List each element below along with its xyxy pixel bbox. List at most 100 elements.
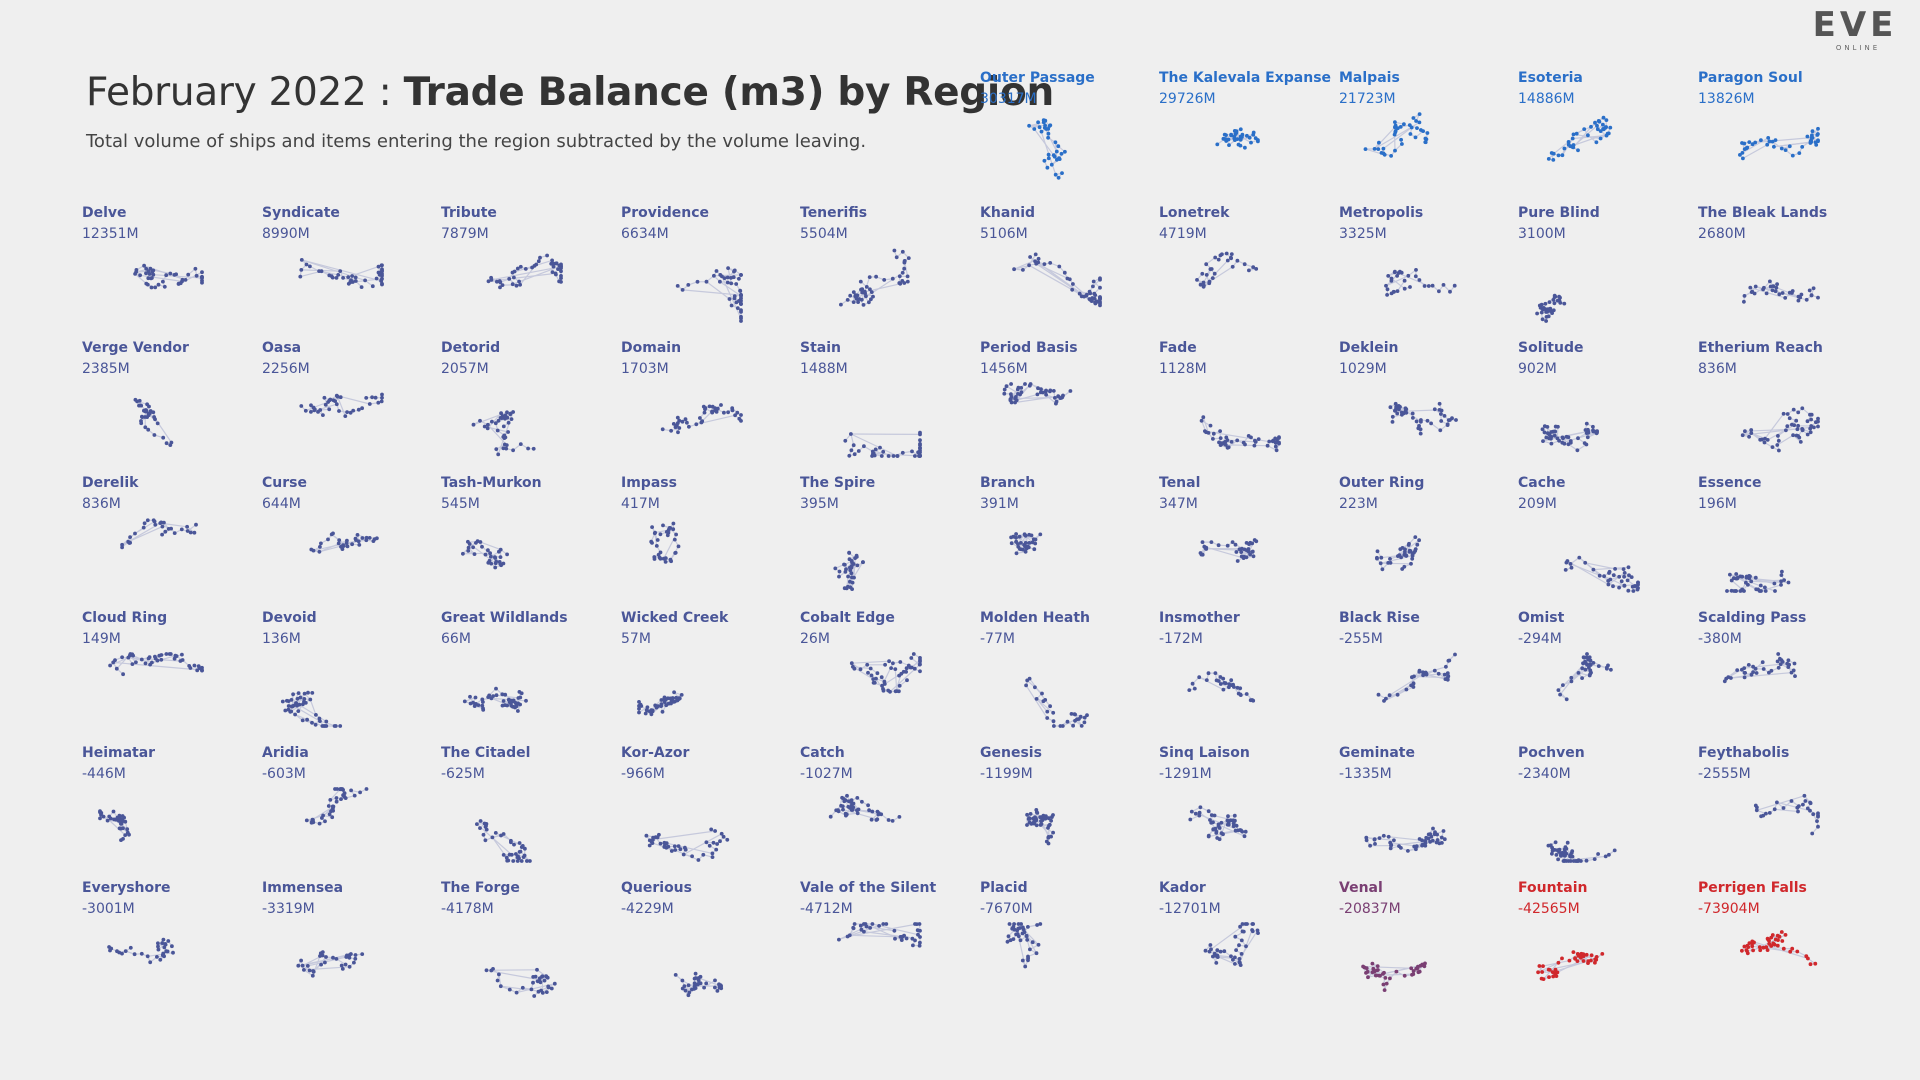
map-node	[913, 454, 917, 458]
map-link	[1399, 539, 1420, 556]
map-node	[327, 407, 332, 412]
map-node	[480, 544, 484, 549]
map-node	[165, 949, 170, 954]
map-link	[487, 424, 508, 446]
map-node	[1432, 407, 1437, 412]
map-node	[680, 978, 685, 983]
map-node	[511, 448, 515, 453]
map-node	[1219, 820, 1224, 825]
map-node	[1059, 151, 1064, 156]
map-node	[879, 454, 884, 458]
map-node	[111, 809, 116, 814]
map-node	[1032, 127, 1037, 131]
map-node	[327, 812, 332, 817]
map-node	[1399, 555, 1403, 560]
map-link	[1035, 263, 1071, 280]
region-name: Placid	[980, 880, 1028, 896]
map-link	[851, 660, 890, 664]
map-node	[1749, 579, 1754, 584]
map-node	[1575, 448, 1580, 453]
map-node	[1422, 284, 1427, 288]
region-tile: The Bleak Lands 2680M	[1698, 205, 1848, 335]
map-node	[1596, 664, 1601, 668]
map-node	[718, 983, 723, 988]
map-link	[140, 274, 183, 282]
map-node	[108, 663, 112, 668]
map-link	[1764, 413, 1785, 439]
map-node	[856, 449, 861, 453]
map-link	[1044, 127, 1058, 152]
map-node	[1417, 538, 1421, 543]
map-link	[496, 694, 519, 699]
map-node	[637, 704, 641, 708]
map-node	[1442, 672, 1447, 677]
region-tile: Vale of the Silent -4712M	[800, 880, 950, 1010]
map-node	[476, 703, 481, 707]
map-node	[1393, 123, 1398, 128]
map-node	[1213, 826, 1218, 831]
map-node	[710, 851, 715, 856]
map-nodes	[1535, 293, 1567, 323]
map-node	[346, 275, 351, 279]
region-tile: Pochven -2340M	[1518, 745, 1668, 875]
map-node	[1816, 138, 1820, 143]
map-node	[1816, 132, 1820, 136]
map-node	[1452, 283, 1457, 288]
map-node	[1593, 120, 1597, 125]
map-node	[853, 556, 857, 560]
map-node	[333, 787, 337, 791]
region-value: 3325M	[1339, 226, 1387, 242]
map-node	[1556, 424, 1560, 429]
map-node	[710, 409, 714, 414]
map-node	[687, 424, 691, 429]
map-node	[699, 420, 704, 425]
map-node	[1787, 416, 1792, 421]
region-name: Cobalt Edge	[800, 610, 895, 626]
region-name: Tenerifis	[800, 205, 868, 221]
map-node	[1545, 309, 1550, 314]
map-link	[853, 558, 856, 578]
map-nodes	[1187, 671, 1256, 703]
map-node	[337, 538, 342, 542]
map-node	[505, 415, 510, 420]
map-node	[1014, 539, 1019, 544]
map-node	[1596, 119, 1601, 123]
region-value: 136M	[262, 631, 301, 647]
map-node	[149, 285, 154, 290]
map-link	[842, 809, 878, 820]
map-node	[520, 844, 525, 848]
map-node	[1188, 817, 1193, 822]
region-name: Verge Vendor	[82, 340, 189, 356]
map-node	[912, 666, 917, 671]
region-map-icon	[1725, 569, 1791, 593]
map-node	[134, 268, 139, 272]
map-node	[1209, 813, 1214, 817]
map-node	[1809, 293, 1814, 297]
map-node	[299, 404, 304, 408]
map-node	[671, 521, 676, 526]
map-node	[471, 422, 476, 427]
map-node	[672, 537, 677, 542]
map-node	[1568, 854, 1572, 859]
map-node	[1092, 291, 1097, 296]
map-node	[1009, 382, 1013, 386]
map-node	[318, 408, 323, 412]
map-node	[347, 953, 352, 957]
map-node	[1243, 829, 1248, 834]
map-node	[321, 813, 325, 818]
map-node	[1551, 308, 1556, 313]
map-node	[556, 267, 560, 271]
map-node	[340, 547, 345, 551]
map-node	[1747, 140, 1752, 144]
map-node	[1098, 300, 1102, 304]
map-link	[1773, 141, 1812, 148]
map-node	[360, 406, 364, 411]
map-node	[1809, 135, 1814, 140]
map-node	[1786, 665, 1791, 669]
map-node	[918, 658, 922, 662]
map-link	[862, 283, 901, 294]
region-name: Oasa	[262, 340, 302, 356]
region-name: The Forge	[441, 880, 520, 896]
map-node	[1816, 295, 1820, 300]
map-node	[1417, 278, 1422, 282]
